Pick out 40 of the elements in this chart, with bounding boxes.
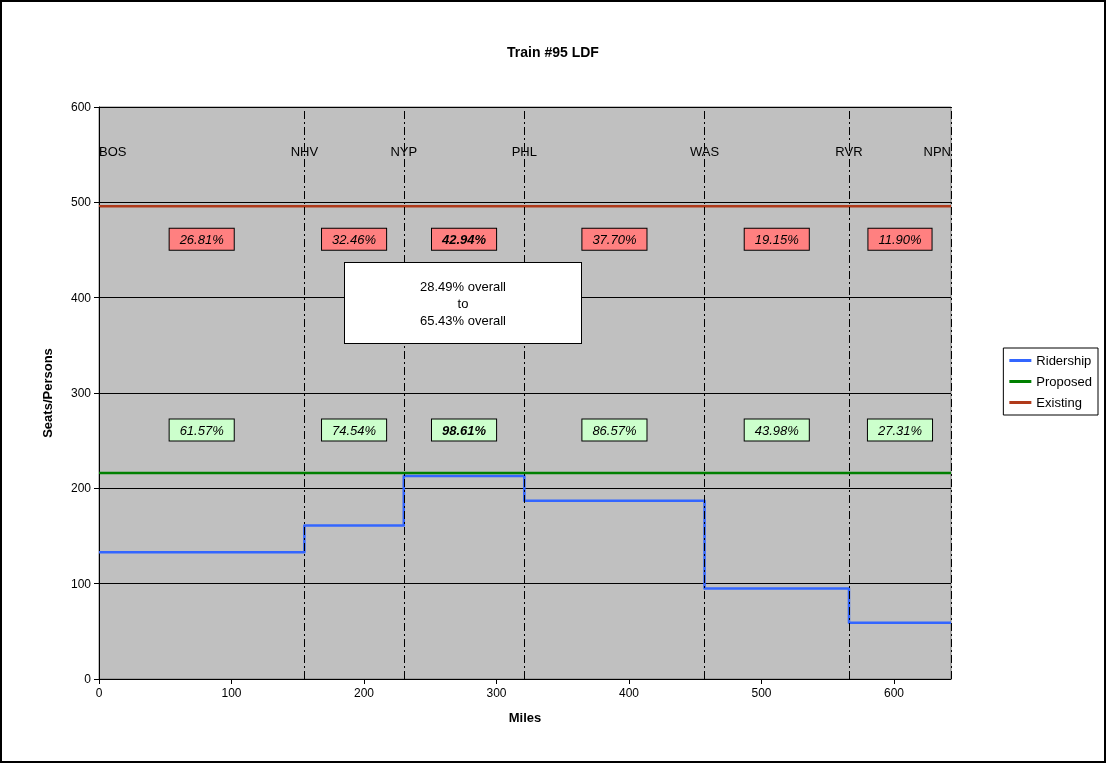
ref-line-label: NYP [390,144,418,159]
ref-line-label: NPN [923,144,951,159]
annotation: 11.90% [878,231,922,247]
annotation: 74.54% [332,422,377,438]
annotation: 26.81% [178,231,224,247]
y-tick-label: 400 [70,290,92,305]
annotation: 86.57% [592,422,637,438]
note-box: 28.49% overall to 65.43% overall [344,262,582,344]
ref-line-label: BOS [99,144,127,159]
y-axis-title: Seats/Persons [40,348,55,438]
ref-line-label: RVR [835,144,863,159]
x-tick-label: 100 [221,686,242,700]
legend-label: Proposed [1036,374,1093,389]
annotation: 42.94% [441,231,487,247]
annotation: 32.46% [332,231,377,247]
annotation: 37.70% [592,231,637,247]
x-tick-label: 200 [353,686,375,700]
y-tick-label: 0 [84,672,92,686]
x-tick-label: 0 [95,686,103,700]
annotation: 19.15% [754,231,799,247]
annotation: 27.31% [876,422,923,438]
ref-line-label: PHL [511,144,537,159]
y-tick-label: 300 [70,386,92,400]
y-tick-label: 600 [70,100,92,114]
legend-label: Existing [1036,395,1082,410]
annotation: 98.61% [442,422,487,438]
y-tick-label: 100 [70,576,92,591]
x-tick-label: 500 [751,686,772,700]
chart-title: Train #95 LDF [507,44,600,60]
x-tick-label: 400 [619,686,640,700]
legend-label: Ridership [1036,353,1092,368]
y-tick-label: 500 [70,195,92,210]
y-tick-label: 200 [70,481,92,496]
x-axis-title: Miles [508,710,542,725]
x-tick-label: 600 [884,686,905,700]
ref-line-label: NHV [290,144,319,159]
ref-line-label: WAS [689,144,720,159]
x-tick-label: 300 [486,686,507,700]
annotation: 61.57% [179,422,224,438]
annotation: 43.98% [754,422,799,438]
